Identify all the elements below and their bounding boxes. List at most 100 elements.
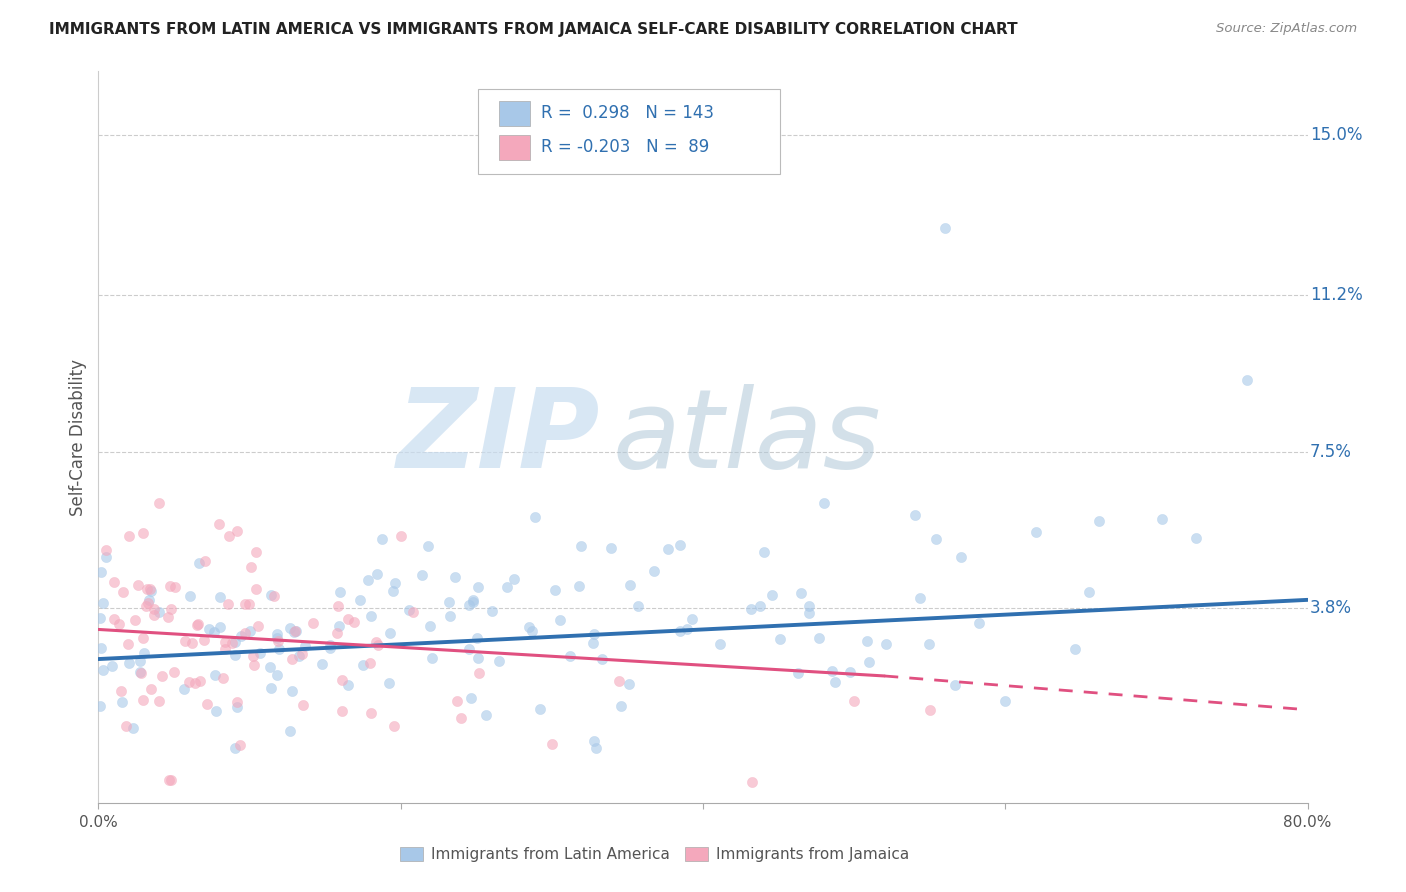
Point xyxy=(548,613,571,627)
Point xyxy=(157,773,180,788)
Point xyxy=(943,678,966,692)
Point xyxy=(138,593,160,607)
Point xyxy=(124,613,146,627)
Point xyxy=(226,699,249,714)
Point xyxy=(132,631,155,645)
Text: Source: ZipAtlas.com: Source: ZipAtlas.com xyxy=(1216,22,1357,36)
Point xyxy=(202,625,225,640)
Point xyxy=(969,616,991,631)
Point xyxy=(904,508,927,523)
Point xyxy=(807,631,830,645)
Point xyxy=(291,647,314,661)
Point xyxy=(122,722,145,736)
Point xyxy=(221,636,243,650)
Point xyxy=(148,495,170,509)
Point xyxy=(496,580,519,594)
Point xyxy=(875,637,897,651)
Point xyxy=(266,667,288,681)
Point xyxy=(224,740,246,755)
Point xyxy=(461,593,484,607)
Point xyxy=(89,611,111,625)
Point xyxy=(752,545,775,559)
Point xyxy=(1184,531,1206,545)
Point xyxy=(127,578,149,592)
Point xyxy=(585,740,607,755)
Text: R =  0.298   N = 143: R = 0.298 N = 143 xyxy=(541,104,714,122)
Point xyxy=(194,554,217,568)
Point xyxy=(139,582,162,597)
Point xyxy=(681,612,703,626)
Point xyxy=(139,584,162,599)
Point xyxy=(195,697,218,711)
Point xyxy=(568,579,591,593)
Point xyxy=(218,529,240,543)
Point xyxy=(117,637,139,651)
Point xyxy=(266,627,288,641)
Point xyxy=(281,652,304,666)
Point xyxy=(326,626,349,640)
Point xyxy=(844,694,866,708)
Point xyxy=(148,605,170,619)
Point xyxy=(288,649,311,664)
Point xyxy=(204,668,226,682)
Point xyxy=(187,556,209,570)
Point xyxy=(245,582,267,596)
Point xyxy=(366,567,388,582)
Point xyxy=(235,597,257,611)
Point xyxy=(419,619,441,633)
Text: IMMIGRANTS FROM LATIN AMERICA VS IMMIGRANTS FROM JAMAICA SELF-CARE DISABILITY CO: IMMIGRANTS FROM LATIN AMERICA VS IMMIGRA… xyxy=(49,22,1018,37)
Point xyxy=(544,582,567,597)
Point xyxy=(260,681,283,695)
Point xyxy=(209,590,232,604)
Point xyxy=(488,654,510,668)
Point xyxy=(384,575,406,590)
Point xyxy=(643,564,665,578)
Point xyxy=(242,649,264,664)
Point xyxy=(467,580,489,594)
Text: ZIP: ZIP xyxy=(396,384,600,491)
Point xyxy=(266,631,288,645)
Point xyxy=(136,582,159,596)
Text: 7.5%: 7.5% xyxy=(1310,442,1353,461)
Point xyxy=(115,718,138,732)
Point xyxy=(411,567,433,582)
Point xyxy=(749,599,772,613)
Point xyxy=(90,565,112,579)
Point xyxy=(560,649,582,664)
Point xyxy=(135,599,157,613)
Point xyxy=(143,602,166,616)
Point xyxy=(328,618,350,632)
Point xyxy=(128,654,150,668)
Point xyxy=(224,648,246,663)
Point xyxy=(709,637,731,651)
Point xyxy=(467,666,489,681)
Point xyxy=(824,675,846,690)
Point xyxy=(439,595,461,609)
Point xyxy=(184,675,207,690)
Point xyxy=(582,734,605,748)
Point xyxy=(821,664,844,678)
Text: 11.2%: 11.2% xyxy=(1310,286,1362,304)
Point xyxy=(381,583,404,598)
Point xyxy=(259,660,281,674)
Point xyxy=(467,650,489,665)
Point xyxy=(89,699,111,714)
Point xyxy=(330,704,353,718)
Point xyxy=(918,703,941,717)
Point xyxy=(669,538,692,552)
Point xyxy=(610,699,633,714)
Point xyxy=(142,607,165,622)
Point xyxy=(159,602,181,616)
Point xyxy=(398,603,420,617)
Point xyxy=(225,524,247,539)
Point xyxy=(761,587,783,601)
Point xyxy=(91,664,114,678)
Point xyxy=(139,681,162,696)
Point xyxy=(179,674,201,689)
Point xyxy=(461,595,484,609)
Point xyxy=(330,673,353,687)
Point xyxy=(529,701,551,715)
Point xyxy=(243,658,266,673)
Point xyxy=(214,641,236,656)
Point xyxy=(235,626,257,640)
